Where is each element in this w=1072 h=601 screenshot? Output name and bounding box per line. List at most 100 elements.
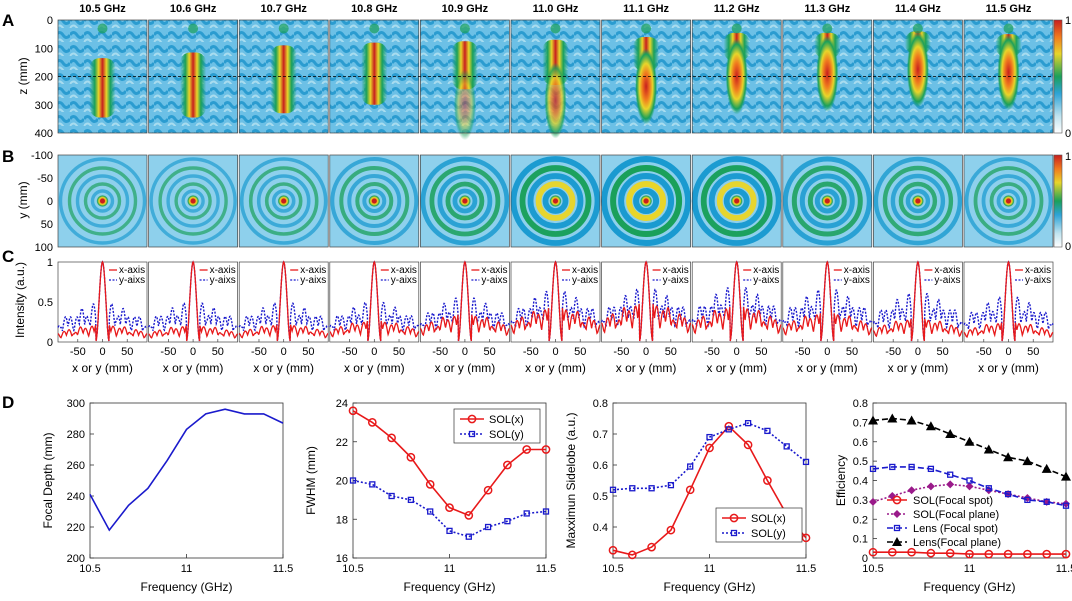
diffraction-ring (691, 156, 782, 246)
focal-plane-map-8 (782, 154, 873, 248)
panel-b-colorbar-min: 0 (1065, 241, 1071, 253)
data-point (892, 495, 902, 505)
data-point (627, 550, 637, 560)
profile-xtick: -50 (432, 346, 448, 358)
data-point (388, 492, 395, 500)
panel-label-c: C (2, 247, 14, 266)
diffraction-ring (445, 181, 485, 221)
profile-xlabel: x or y (mm) (797, 361, 858, 375)
legend-x-label: x-axis (391, 265, 417, 276)
legend-x-label: x-axis (753, 265, 779, 276)
series-line (89, 408, 284, 532)
legend-label: Lens (Focal spot) (913, 523, 998, 535)
second-focal-lobe (997, 34, 1020, 111)
panel-b-ytick: 100 (35, 242, 53, 254)
legend-x-label: x-axis (210, 265, 236, 276)
panel-a-ytick: 300 (35, 100, 53, 112)
panel-a-colorbar: 1 0 (1053, 15, 1071, 140)
series-line (352, 479, 547, 538)
data-point (893, 524, 901, 532)
frequency-label: 11.2 GHz (714, 3, 760, 15)
data-point (464, 511, 474, 520)
diffraction-ring (996, 189, 1021, 213)
ytick-label: 280 (67, 429, 85, 441)
profile-xlabel: x or y (mm) (72, 361, 133, 375)
legend-y-label: y-aixs (934, 275, 960, 286)
panel-a-ytick: 200 (35, 72, 53, 84)
xtick-label: 11.5 (796, 563, 817, 575)
chart-xlabel: Frequency (GHz) (923, 580, 1015, 594)
focal-spot-core (190, 198, 196, 204)
data-point (946, 480, 955, 489)
profile-x-axis (57, 260, 148, 342)
ytick-label: 240 (67, 491, 85, 503)
data-point (1043, 498, 1050, 505)
series-line (873, 551, 1066, 555)
chart-ylabel: Maxximun Sidelobe (a.u.) (564, 412, 578, 548)
frequency-label: 10.8 GHz (351, 3, 398, 15)
data-point (685, 485, 695, 495)
focal-plane-map-2 (238, 154, 329, 248)
panel-c-yticks: 00.51 (38, 257, 53, 349)
legend-label: Lens(Focal plane) (913, 537, 1001, 549)
ytick-label: 0.5 (593, 491, 608, 503)
data-point (609, 486, 617, 493)
data-point (687, 463, 694, 470)
legend-y-label: y-aixs (391, 275, 417, 286)
profile-xtick: 50 (212, 346, 224, 358)
ytick-label: 0.5 (853, 456, 868, 468)
data-point (1061, 471, 1071, 481)
data-point (1041, 463, 1052, 473)
chart-ylabel: Efficiency (834, 455, 848, 506)
data-point (483, 485, 493, 495)
data-point (985, 485, 992, 492)
profile-x-axis (782, 260, 873, 342)
diffraction-ring (791, 165, 863, 237)
focal-spot-core (462, 198, 468, 204)
data-point (869, 497, 877, 506)
diffraction-ring (814, 188, 840, 214)
chart-ylabel: FWHM (mm) (304, 446, 318, 515)
data-point (729, 513, 739, 523)
map-frame (238, 154, 329, 248)
focal-spot-core (371, 198, 377, 204)
second-focal-lobe (453, 69, 476, 141)
focal-plane-map-7 (691, 154, 782, 248)
diffraction-ring (782, 156, 872, 246)
focal-beam (89, 58, 116, 118)
panel-label-b: B (2, 147, 14, 166)
data-point (522, 445, 532, 454)
data-point (484, 523, 492, 531)
ytick-label: 0.3 (853, 495, 868, 507)
diffraction-ring (601, 156, 692, 246)
data-point (965, 482, 974, 491)
map-frame (601, 154, 691, 248)
panel-a-ytick: 100 (35, 43, 53, 55)
xtick-label: 11.5 (536, 563, 557, 575)
profile-xlabel: x or y (mm) (706, 361, 767, 375)
panel-a-colorbar-min: 0 (1065, 128, 1071, 140)
profile-xlabel: x or y (mm) (435, 361, 496, 375)
profile-xlabel: x or y (mm) (344, 361, 405, 375)
xtick-label: 10.5 (342, 563, 363, 575)
data-point (648, 485, 655, 492)
focal-plane-map-3 (329, 154, 420, 248)
diffraction-ring (83, 182, 122, 220)
field-map-frame (782, 19, 873, 134)
panel-label-d: D (2, 393, 14, 412)
data-point (1061, 549, 1071, 559)
second-focal-lobe (816, 35, 839, 112)
diffraction-ring (256, 174, 311, 228)
legend-label: SOL(Focal plane) (913, 509, 999, 521)
focal-plane-map-4 (420, 154, 510, 248)
legend-x-label: x-axis (1025, 265, 1051, 276)
profile-x-axis (148, 260, 239, 342)
diffraction-ring (452, 188, 478, 214)
diffraction-ring (347, 174, 402, 228)
diffraction-ring (362, 189, 387, 213)
data-point (892, 537, 902, 546)
second-focal-lobe (635, 48, 658, 125)
